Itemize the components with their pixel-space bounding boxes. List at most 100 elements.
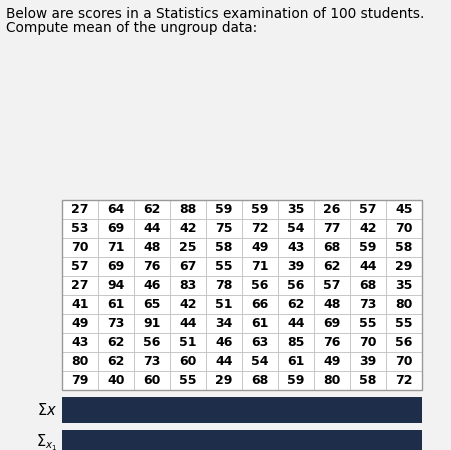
Bar — [134, 352, 170, 371]
Text: 69: 69 — [323, 317, 341, 330]
Bar — [278, 333, 314, 352]
Text: Below are scores in a Statistics examination of 100 students.: Below are scores in a Statistics examina… — [6, 7, 424, 21]
Bar — [98, 333, 134, 352]
Text: 49: 49 — [71, 317, 89, 330]
Bar — [386, 257, 422, 276]
Bar — [62, 333, 98, 352]
Bar — [314, 276, 350, 295]
Text: 61: 61 — [107, 298, 124, 311]
Text: 57: 57 — [71, 260, 89, 273]
Text: 80: 80 — [396, 298, 413, 311]
Bar — [206, 314, 242, 333]
Text: 62: 62 — [323, 260, 341, 273]
Text: 29: 29 — [396, 260, 413, 273]
Bar — [242, 238, 278, 257]
Text: 39: 39 — [287, 260, 304, 273]
Text: 43: 43 — [71, 336, 89, 349]
Bar — [386, 219, 422, 238]
Text: 76: 76 — [323, 336, 341, 349]
Bar — [386, 352, 422, 371]
Text: 55: 55 — [359, 317, 377, 330]
Text: 72: 72 — [395, 374, 413, 387]
Text: 57: 57 — [359, 203, 377, 216]
Bar — [242, 333, 278, 352]
Text: 41: 41 — [71, 298, 89, 311]
Text: 35: 35 — [287, 203, 305, 216]
Bar — [62, 295, 98, 314]
Bar — [314, 352, 350, 371]
Text: 58: 58 — [396, 241, 413, 254]
Bar — [386, 314, 422, 333]
Text: 60: 60 — [143, 374, 161, 387]
Bar — [206, 257, 242, 276]
Text: 59: 59 — [287, 374, 305, 387]
Text: 66: 66 — [251, 298, 269, 311]
Bar — [242, 295, 278, 314]
Text: 27: 27 — [71, 279, 89, 292]
Text: 56: 56 — [396, 336, 413, 349]
Text: 62: 62 — [107, 336, 124, 349]
Text: 85: 85 — [287, 336, 305, 349]
Text: 62: 62 — [107, 355, 124, 368]
Text: 57: 57 — [323, 279, 341, 292]
Bar — [314, 371, 350, 390]
Bar — [170, 257, 206, 276]
Bar — [98, 257, 134, 276]
Text: 73: 73 — [143, 355, 161, 368]
Text: 75: 75 — [215, 222, 233, 235]
Bar — [98, 314, 134, 333]
Text: 54: 54 — [251, 355, 269, 368]
Bar — [278, 219, 314, 238]
Bar — [314, 238, 350, 257]
Bar — [170, 333, 206, 352]
Bar — [170, 238, 206, 257]
Bar — [98, 200, 134, 219]
Bar — [170, 295, 206, 314]
Text: 44: 44 — [359, 260, 377, 273]
Bar — [278, 276, 314, 295]
Text: 26: 26 — [323, 203, 341, 216]
Text: 70: 70 — [395, 355, 413, 368]
Bar — [134, 238, 170, 257]
Text: Compute mean of the ungroup data:: Compute mean of the ungroup data: — [6, 21, 257, 35]
Text: 94: 94 — [107, 279, 124, 292]
Bar — [242, 200, 278, 219]
Bar — [62, 314, 98, 333]
Bar — [62, 276, 98, 295]
Text: 70: 70 — [71, 241, 89, 254]
Bar — [62, 219, 98, 238]
Text: 42: 42 — [179, 298, 197, 311]
Text: 51: 51 — [215, 298, 233, 311]
Text: 35: 35 — [396, 279, 413, 292]
Bar — [278, 238, 314, 257]
Text: 68: 68 — [359, 279, 377, 292]
Text: 45: 45 — [395, 203, 413, 216]
Bar — [242, 276, 278, 295]
Bar — [314, 200, 350, 219]
Bar — [206, 352, 242, 371]
Text: 73: 73 — [359, 298, 377, 311]
Text: 56: 56 — [251, 279, 269, 292]
Text: 51: 51 — [179, 336, 197, 349]
Text: 42: 42 — [359, 222, 377, 235]
Text: 58: 58 — [359, 374, 377, 387]
Bar — [206, 200, 242, 219]
Bar — [350, 257, 386, 276]
Text: 69: 69 — [107, 260, 124, 273]
Bar — [206, 333, 242, 352]
Text: $\Sigma x$: $\Sigma x$ — [37, 402, 57, 418]
Text: 40: 40 — [107, 374, 125, 387]
Bar — [350, 276, 386, 295]
Bar — [134, 257, 170, 276]
Bar — [206, 276, 242, 295]
Text: 48: 48 — [143, 241, 161, 254]
Bar — [98, 276, 134, 295]
Text: 78: 78 — [215, 279, 233, 292]
Text: 76: 76 — [143, 260, 161, 273]
Text: 79: 79 — [71, 374, 89, 387]
Bar — [278, 314, 314, 333]
Text: 53: 53 — [71, 222, 89, 235]
Text: 54: 54 — [287, 222, 305, 235]
Bar — [62, 352, 98, 371]
Bar — [278, 352, 314, 371]
